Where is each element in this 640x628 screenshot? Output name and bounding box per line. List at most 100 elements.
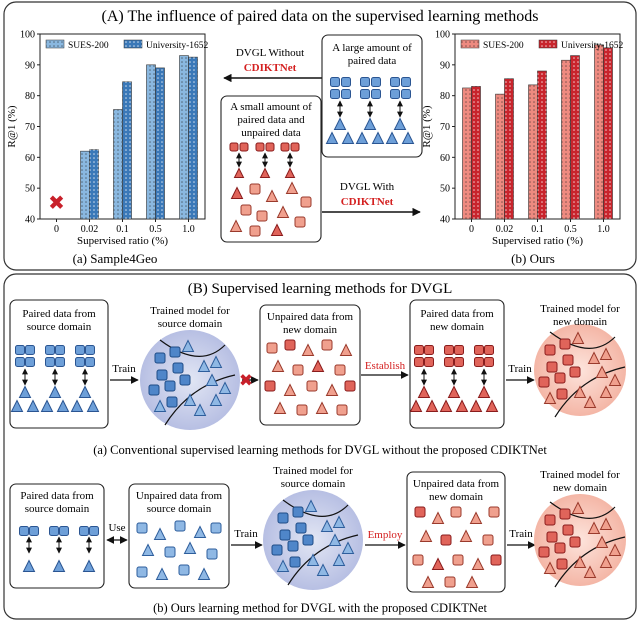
square-icon: [559, 338, 571, 350]
square-icon: [206, 548, 218, 560]
bar-hatch: [561, 60, 571, 220]
triangle-icon: [48, 385, 62, 398]
square-icon: [179, 374, 191, 386]
square-icon: [569, 366, 581, 378]
square-icon: [546, 531, 558, 543]
triangle-icon: [218, 381, 232, 394]
r2-train-label: Train: [234, 528, 258, 540]
chart-sample4geo: 40 50 60 70 80 90 100 R@1 (%) 0 ✖ 0.02 0.1 0.5 1.0 Sup…: [6, 30, 209, 248]
legend-label: University-1652: [146, 41, 209, 51]
triangle-icon: [155, 567, 169, 580]
square-icon: [482, 534, 494, 546]
r1-train-label: Train: [112, 363, 136, 375]
y-tick-label: 70: [25, 122, 35, 133]
triangle-icon: [141, 543, 155, 556]
triangle-icon: [230, 186, 244, 199]
square-icon: [414, 506, 426, 518]
square-icon: [25, 357, 35, 367]
triangle-icon: [421, 575, 435, 588]
y-tick-label: 70: [440, 122, 450, 133]
square-icon: [546, 361, 558, 373]
square-icon: [454, 357, 464, 367]
square-icon: [15, 357, 25, 367]
y-tick-label: 60: [25, 153, 35, 164]
r2-train2-label: Train: [509, 528, 533, 540]
square-icon: [554, 372, 566, 384]
square-icon: [154, 352, 166, 364]
square-icon: [49, 526, 59, 536]
triangle-icon: [325, 383, 339, 396]
square-icon: [178, 564, 190, 576]
triangle-icon: [183, 541, 197, 554]
square-icon: [371, 77, 381, 87]
square-icon: [55, 357, 65, 367]
r1-circle1-text-2: source domain: [158, 318, 223, 330]
square-icon: [255, 142, 265, 152]
boundary-curve: [287, 534, 359, 586]
square-icon: [85, 357, 95, 367]
boundary-curve: [549, 501, 616, 519]
r1-box1-icons: [10, 345, 100, 412]
square-icon: [292, 506, 304, 518]
square-icon: [290, 142, 300, 152]
r1-circle2-text-1: Trained model for: [540, 303, 620, 315]
chart-ours: 40 50 60 70 80 90 100 R@1 (%) 0 0.02 0.1 0.5 1.0 Supe…: [421, 30, 624, 248]
boundary-curve: [282, 499, 349, 517]
triangle-icon: [599, 517, 613, 530]
triangle-icon: [465, 575, 479, 588]
r1-box1-text-2: source domain: [27, 321, 92, 333]
triangle-icon: [439, 399, 453, 412]
triangle-icon: [543, 561, 557, 574]
square-icon: [401, 77, 411, 87]
bar-hatch: [146, 64, 156, 219]
r2-circle1-text-2: source domain: [281, 478, 346, 490]
square-icon: [19, 526, 29, 536]
square-icon: [330, 89, 340, 99]
triangle-icon: [271, 359, 285, 372]
triangle-icon: [419, 529, 433, 542]
x-tick-label: 0.02: [81, 224, 99, 235]
legend-swatch-hatch: [124, 40, 142, 48]
x-tick-label: 0: [54, 224, 59, 235]
x-tick-label: 1.0: [182, 224, 195, 235]
square-icon: [444, 357, 454, 367]
triangle-icon: [82, 559, 96, 572]
y-tick-label: 50: [25, 184, 35, 195]
boundary-curve: [159, 339, 226, 357]
triangle-icon: [40, 399, 54, 412]
y-tick-label: 100: [435, 30, 450, 41]
square-icon: [284, 339, 296, 351]
box-small-text-2: paired data and: [237, 114, 305, 126]
square-icon: [544, 344, 556, 356]
r1-circle2-icons: [538, 331, 626, 418]
square-icon: [280, 142, 290, 152]
square-icon: [544, 514, 556, 526]
triangle-icon: [205, 373, 219, 386]
square-icon: [287, 540, 299, 552]
triangle-icon: [52, 559, 66, 572]
triangle-icon: [78, 385, 92, 398]
y-tick-label: 40: [440, 215, 450, 226]
square-icon: [484, 357, 494, 367]
r1-box2-text-1: Unpaired data from: [267, 311, 354, 323]
r1-establish-label: Establish: [365, 360, 406, 372]
bar-hatch: [80, 151, 90, 219]
r2-box3-text-1: Unpaired data from: [413, 478, 500, 490]
square-icon: [569, 536, 581, 548]
square-icon: [294, 216, 306, 228]
r2-employ-label: Employ: [368, 529, 403, 541]
triangle-icon: [197, 567, 211, 580]
triangle-icon: [608, 373, 622, 386]
square-icon: [334, 364, 346, 376]
arrow-without-label: DVGL Without: [236, 47, 304, 59]
square-icon: [490, 554, 502, 566]
triangle-icon: [265, 189, 279, 202]
panel-a-title: (A) The influence of paired data on the …: [102, 8, 539, 25]
square-icon: [302, 534, 314, 546]
blocked-x-icon: ✖: [239, 371, 253, 390]
square-icon: [450, 506, 462, 518]
triangle-icon: [341, 131, 355, 144]
square-icon: [15, 345, 25, 355]
box-small-text-3: unpaired data: [241, 127, 301, 139]
x-tick-label: 0.1: [531, 224, 544, 235]
